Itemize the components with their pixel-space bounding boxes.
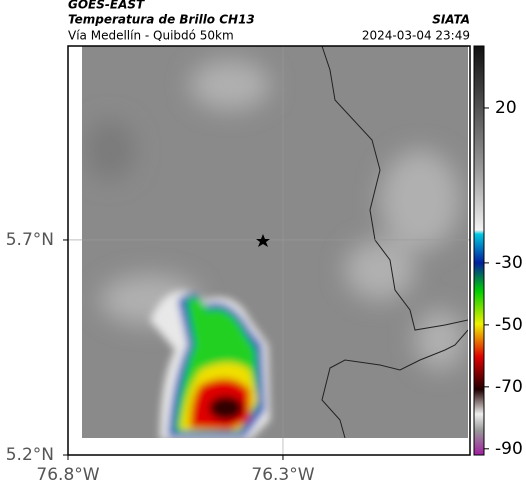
satellite-image <box>82 46 468 438</box>
colorbar-label: -70 <box>495 377 523 397</box>
colorbar-label: -90 <box>495 439 523 459</box>
colorbar-label: 20 <box>495 98 517 118</box>
y-tick-label: 5.7°N <box>6 230 54 250</box>
colorbar-label: -30 <box>495 253 523 273</box>
x-tick-label: 76.8°W <box>36 465 99 485</box>
location-marker <box>256 234 270 247</box>
source: GOES-EAST <box>68 0 145 12</box>
x-tick-label: 76.3°W <box>251 465 314 485</box>
datetime: 2024-03-04 23:49 <box>362 29 470 43</box>
colorbar-label: -50 <box>495 315 523 335</box>
subtitle: Vía Medellín - Quibdó 50km <box>68 29 234 43</box>
map-frame <box>67 45 471 456</box>
title: Temperatura de Brillo CH13 <box>68 13 255 27</box>
brand: SIATA <box>432 13 470 27</box>
y-tick-label: 5.2°N <box>6 445 54 465</box>
colorbar <box>473 45 485 456</box>
